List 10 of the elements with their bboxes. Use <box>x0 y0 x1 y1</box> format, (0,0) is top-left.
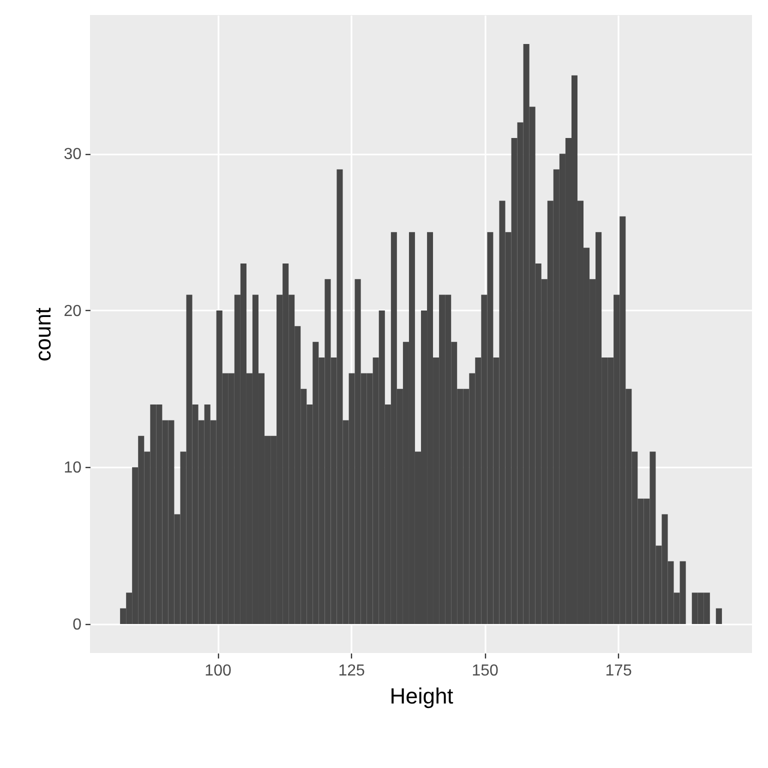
y-tick-label: 30 <box>64 146 82 164</box>
y-tick-label: 0 <box>72 616 82 634</box>
y-tick-label: 20 <box>64 302 82 320</box>
x-tick-label: 150 <box>472 662 498 680</box>
x-tick-label: 175 <box>605 662 632 680</box>
x-axis-title: Height <box>390 684 454 708</box>
y-axis-title: count <box>30 308 56 362</box>
x-tick-label: 125 <box>338 662 365 680</box>
x-tick-label: 100 <box>204 662 232 680</box>
y-tick-label: 10 <box>64 460 82 477</box>
